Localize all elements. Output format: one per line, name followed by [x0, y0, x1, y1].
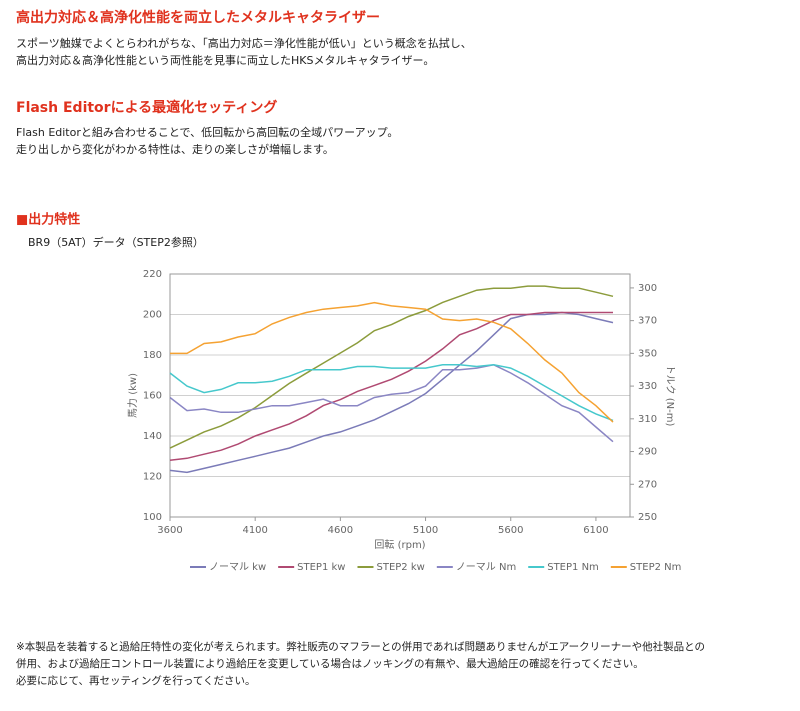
legend-label: STEP2 kw — [376, 562, 424, 573]
chart-heading: ■出力特性 — [16, 212, 80, 228]
legend-label: ノーマル Nm — [456, 562, 516, 573]
y2-tick-label: 350 — [638, 348, 657, 359]
series-line — [169, 311, 614, 474]
paragraph-line: 走り出しから変化がわかる特性は、走りの楽しさが増幅します。 — [16, 142, 334, 156]
y2-tick-label: 250 — [638, 512, 657, 523]
legend-label: STEP1 kw — [297, 562, 345, 573]
x-tick-label: 5600 — [498, 525, 523, 536]
y2-tick-label: 300 — [638, 283, 657, 294]
y2-tick-label: 310 — [638, 414, 657, 425]
y-tick-label: 180 — [143, 350, 162, 361]
paragraph-line: 高出力対応＆高浄化性能という両性能を見事に両立したHKSメタルキャタライザー。 — [16, 53, 434, 67]
series-line — [169, 285, 614, 449]
legend-label: STEP1 Nm — [547, 562, 599, 573]
x-tick-label: 4100 — [242, 525, 267, 536]
y-tick-label: 220 — [143, 269, 162, 280]
y2-tick-label: 330 — [638, 381, 657, 392]
x-axis-title: 回転 (rpm) — [374, 539, 425, 551]
x-tick-label: 4600 — [328, 525, 353, 536]
y-tick-label: 140 — [143, 431, 162, 442]
x-tick-label: 3600 — [157, 525, 182, 536]
y-tick-label: 160 — [143, 391, 162, 402]
x-tick-label: 6100 — [583, 525, 608, 536]
series-line — [169, 364, 614, 443]
legend-label: ノーマル kw — [209, 562, 266, 573]
y-axis-title: 馬力 (kw) — [126, 373, 139, 418]
note-line: 必要に応じて、再セッティングを行ってください。 — [16, 674, 256, 687]
series-line — [169, 311, 613, 462]
chart-subtitle: BR9（5AT）データ（STEP2参照） — [28, 235, 204, 249]
legend-label: STEP2 Nm — [630, 562, 682, 573]
heading: Flash Editorによる最適化セッティング — [16, 99, 277, 116]
y-tick-label: 100 — [143, 512, 162, 523]
paragraph-line: Flash Editorと組み合わせることで、低回転から高回転の全域パワーアップ… — [16, 125, 398, 139]
y2-axis-title: トルク (N-m) — [664, 365, 676, 427]
y2-tick-label: 270 — [638, 479, 657, 490]
y-tick-label: 120 — [143, 472, 162, 483]
note-line: 併用、および過給圧コントロール装置により過給圧を変更している場合はノッキングの有… — [16, 657, 644, 670]
y-tick-label: 200 — [143, 310, 162, 321]
y2-tick-label: 290 — [638, 447, 657, 458]
series-line — [169, 364, 614, 422]
x-tick-label: 5100 — [413, 525, 438, 536]
y2-tick-label: 370 — [638, 316, 657, 327]
note-line: ※本製品を装着すると過給圧特性の変化が考えられます。弊社販売のマフラーとの併用で… — [16, 640, 705, 653]
heading: 高出力対応＆高浄化性能を両立したメタルキャタライザー — [16, 9, 380, 26]
paragraph-line: スポーツ触媒でよくとらわれがちな、「高出力対応＝浄化性能が低い」という概念を払拭… — [16, 36, 472, 50]
series-line — [170, 301, 614, 423]
plot-frame — [169, 273, 631, 518]
